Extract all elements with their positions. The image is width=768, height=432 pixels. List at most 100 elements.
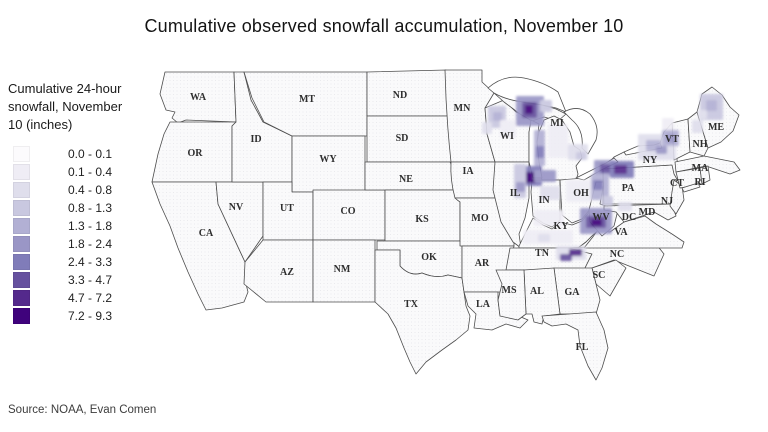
state-label-LA: LA [476, 299, 491, 310]
legend-swatch [13, 181, 30, 198]
state-label-NH: NH [693, 139, 708, 150]
snow-cell [666, 134, 675, 143]
state-label-TX: TX [404, 299, 419, 310]
snow-cell [614, 165, 627, 174]
snow-cell [591, 219, 602, 226]
legend-row: 0.1 - 0.4 [8, 163, 158, 181]
us-snowfall-map: WA OR CA NV ID MT WY UT CO AZ NM ND SD NE KS OK TX MN IA MO… [151, 69, 741, 381]
state-TX [374, 249, 471, 375]
state-MS [495, 269, 527, 321]
legend-row: 2.4 - 3.3 [8, 253, 158, 271]
state-ND [366, 69, 450, 117]
state-label-MN: MN [454, 103, 471, 114]
legend-range-label: 4.7 - 7.2 [67, 290, 112, 305]
state-label-AR: AR [475, 258, 490, 269]
state-label-RI: RI [694, 177, 705, 188]
legend-row: 4.7 - 7.2 [8, 289, 158, 307]
state-label-AZ: AZ [280, 267, 294, 278]
state-label-ME: ME [708, 122, 724, 133]
state-label-WY: WY [319, 154, 337, 165]
snow-cell [536, 146, 544, 158]
state-label-VA: VA [614, 227, 628, 238]
state-label-IN: IN [538, 195, 550, 206]
state-label-NE: NE [399, 174, 413, 185]
state-label-CO: CO [341, 206, 356, 217]
legend-swatch [13, 253, 30, 270]
state-label-NV: NV [229, 202, 244, 213]
legend-row: 7.2 - 9.3 [8, 307, 158, 325]
state-label-KY: KY [554, 221, 570, 232]
state-label-NY: NY [643, 155, 658, 166]
legend-range-label: 2.4 - 3.3 [67, 254, 112, 269]
state-label-WI: WI [500, 131, 514, 142]
snow-cell [569, 249, 582, 256]
legend-range-label: 0.0 - 0.1 [67, 146, 112, 161]
state-shapes [151, 69, 741, 381]
state-label-MT: MT [299, 94, 315, 105]
state-labels: WA OR CA NV ID MT WY UT CO AZ NM ND SD NE KS OK TX MN IA MO… [188, 90, 725, 353]
legend-range-label: 0.1 - 0.4 [67, 164, 112, 179]
legend-row: 3.3 - 4.7 [8, 271, 158, 289]
legend-range-label: 3.3 - 4.7 [67, 272, 112, 287]
state-AL [523, 267, 561, 325]
state-SD [366, 115, 452, 163]
state-MN [444, 69, 496, 163]
legend-row: 0.0 - 0.1 [8, 145, 158, 163]
state-label-AL: AL [530, 286, 544, 297]
snow-cell [525, 105, 533, 114]
legend-range-label: 0.4 - 0.8 [67, 182, 112, 197]
state-label-DC: DC [622, 212, 636, 223]
snow-cell [618, 202, 632, 211]
state-label-NJ: NJ [661, 196, 673, 207]
snow-cell [534, 170, 556, 182]
state-label-WV: WV [592, 212, 610, 223]
state-label-KS: KS [415, 214, 429, 225]
legend-swatch [13, 163, 30, 180]
state-label-WA: WA [190, 92, 207, 103]
state-label-CT: CT [670, 178, 684, 189]
state-label-MO: MO [471, 213, 488, 224]
state-label-SD: SD [396, 133, 409, 144]
snow-cell [548, 124, 568, 158]
legend-swatch [13, 271, 30, 288]
state-label-MI: MI [550, 118, 563, 129]
page-title: Cumulative observed snowfall accumulatio… [144, 16, 624, 36]
snow-cell [662, 118, 674, 130]
state-label-MS: MS [502, 285, 517, 296]
legend-swatch [13, 199, 30, 216]
snow-cell [706, 100, 717, 111]
state-label-MD: MD [639, 207, 656, 218]
snow-cell [593, 180, 603, 190]
legend-swatch [13, 217, 30, 234]
state-AZ [243, 239, 314, 303]
legend-row: 1.8 - 2.4 [8, 235, 158, 253]
state-label-PA: PA [622, 183, 635, 194]
snow-cell [698, 110, 707, 119]
legend-range-label: 1.8 - 2.4 [67, 236, 112, 251]
snow-cell [482, 122, 492, 134]
legend-range-label: 7.2 - 9.3 [67, 308, 112, 323]
snow-cell [540, 186, 560, 200]
legend-row: 1.3 - 1.8 [8, 217, 158, 235]
snowfall-raster [482, 94, 723, 261]
snow-cell [560, 254, 572, 261]
state-label-GA: GA [565, 287, 581, 298]
long-island [681, 182, 701, 193]
state-WA [159, 71, 237, 124]
legend-swatch [13, 145, 30, 162]
legend-swatch [13, 307, 30, 324]
legend-row: 0.4 - 0.8 [8, 181, 158, 199]
snow-cell [540, 100, 552, 112]
state-label-CA: CA [199, 228, 214, 239]
snow-cell [601, 196, 613, 206]
snow-cell [516, 182, 525, 192]
source-credit: Source: NOAA, Evan Comen [8, 404, 157, 416]
legend-items: 0.0 - 0.1 0.1 - 0.4 0.4 - 0.8 0.8 - 1.3 1.3 … [8, 145, 158, 325]
snow-cell [525, 172, 536, 183]
snow-cell [656, 146, 667, 154]
state-label-IL: IL [510, 188, 521, 199]
snow-cell [534, 210, 564, 226]
snow-cell [538, 234, 550, 242]
legend-swatch [13, 235, 30, 252]
legend-title-line: snowfall, November [8, 98, 123, 114]
